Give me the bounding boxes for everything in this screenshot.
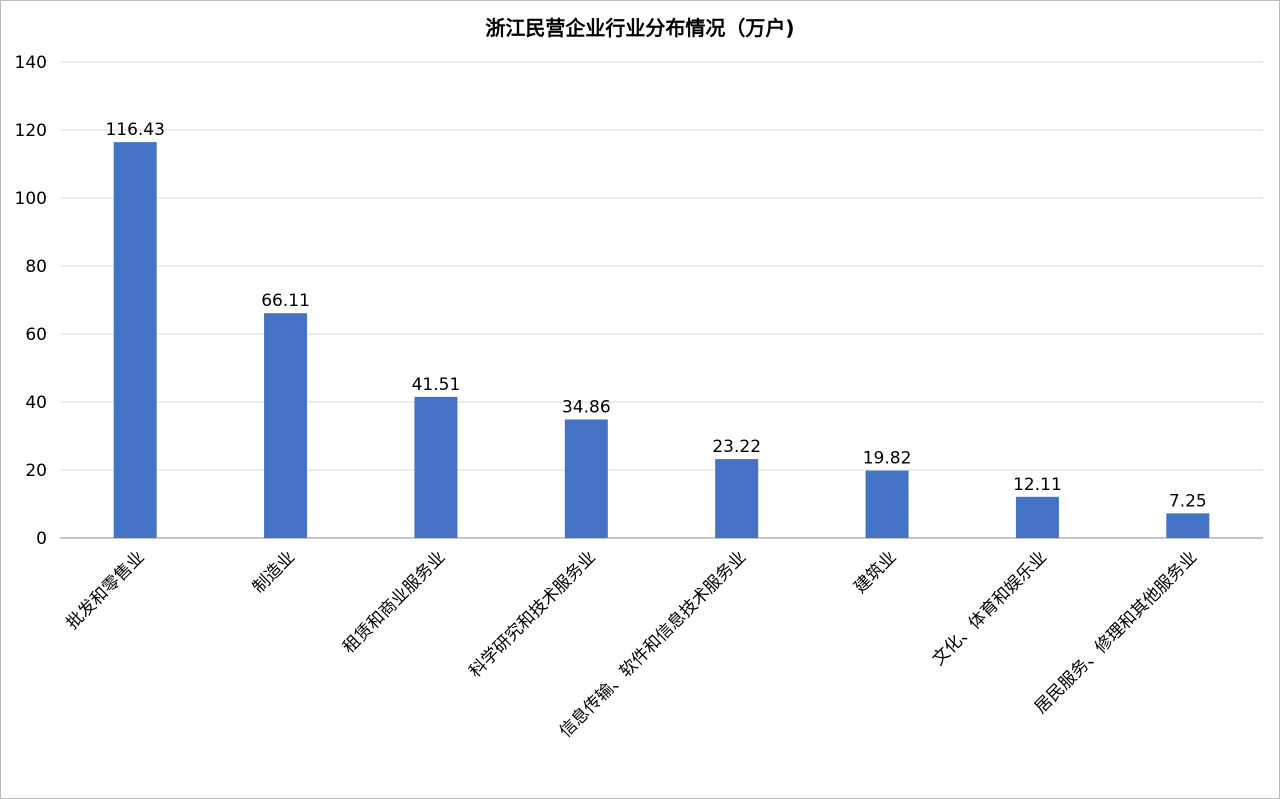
bar (1166, 513, 1210, 538)
bars (113, 142, 1210, 538)
bar (715, 459, 759, 538)
category-label: 建筑业 (850, 547, 900, 597)
bar (113, 142, 157, 538)
y-tick-label: 100 (15, 189, 47, 209)
x-axis: 批发和零售业 制造业 租赁和商业服务业 科学研究和技术服务业信息传输、软件和信息技术服… (62, 547, 1201, 741)
data-label: 66.11 (261, 291, 310, 311)
y-tick-label: 20 (25, 461, 47, 481)
y-tick-label: 80 (25, 257, 47, 277)
y-tick-label: 60 (25, 325, 47, 345)
category-label: 信息传输、软件和信息技术服务业 (556, 547, 750, 741)
data-labels: 116.43 66.11 41.51 34.86 23.22 19.82 12.11 7.25 (105, 120, 1206, 511)
bar (564, 419, 608, 538)
category-label: 租赁和商业服务业 (339, 547, 449, 657)
category-label: 居民服务、修理和其他服务业 (1031, 547, 1201, 717)
category-label: 科学研究和技术服务业 (465, 547, 599, 681)
category-label: 文化、体育和娱乐业 (929, 547, 1051, 669)
bar (414, 396, 458, 538)
y-tick-label: 40 (25, 393, 47, 413)
y-tick-label: 0 (36, 529, 47, 549)
data-label: 34.86 (562, 397, 611, 417)
data-label: 12.11 (1013, 475, 1062, 495)
category-label: 批发和零售业 (62, 547, 148, 633)
y-tick-label: 140 (15, 53, 47, 73)
data-label: 23.22 (712, 437, 761, 457)
data-label: 7.25 (1169, 491, 1207, 511)
gridlines (60, 61, 1263, 539)
chart-title: 浙江民营企业行业分布情况（万户) (485, 16, 795, 40)
data-label: 19.82 (863, 449, 912, 469)
y-tick-label: 120 (15, 121, 47, 141)
bar (865, 470, 909, 538)
category-label: 制造业 (249, 547, 299, 597)
data-label: 116.43 (105, 120, 164, 140)
bar (264, 313, 308, 538)
data-label: 41.51 (412, 375, 461, 395)
y-axis: 0 20 40 60 80 100 120 140 (15, 53, 47, 549)
bar (1015, 496, 1059, 538)
